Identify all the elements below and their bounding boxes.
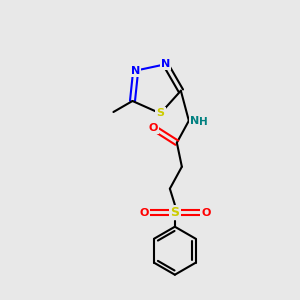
Text: H: H [200, 117, 208, 127]
Text: O: O [201, 208, 211, 218]
Text: N: N [131, 66, 140, 76]
Text: O: O [148, 123, 158, 133]
Text: N: N [190, 116, 200, 126]
Text: N: N [161, 59, 170, 69]
Text: S: S [170, 206, 179, 219]
Text: O: O [139, 208, 148, 218]
Text: S: S [156, 108, 164, 118]
